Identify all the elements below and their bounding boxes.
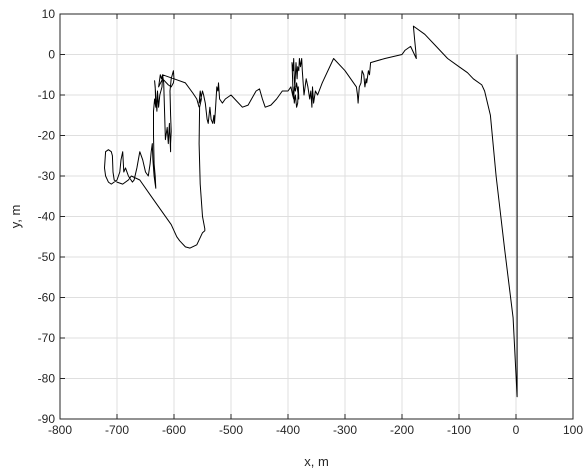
y-tick-labels: -90 -80 -70 -60 -50 -40 -30 -20 -10 0 10 [38,7,56,426]
x-tick-label: -200 [390,423,414,437]
y-tick-label: 0 [48,48,55,62]
x-tick-label: -700 [105,423,129,437]
x-tick-label: -300 [333,423,357,437]
ticks [59,13,574,420]
x-tick-label: -600 [162,423,186,437]
y-tick-label: -80 [38,372,56,386]
y-tick-label: 10 [42,7,56,21]
y-tick-label: -70 [38,331,56,345]
y-tick-label: -50 [38,250,56,264]
series-group [104,25,518,398]
x-tick-label: -800 [48,423,72,437]
x-tick-labels: -800 -700 -600 -500 -400 -300 -200 -100 0 100 [48,423,583,437]
x-tick-label: -400 [276,423,300,437]
y-tick-label: -90 [38,412,56,426]
y-tick-label: -20 [38,129,56,143]
y-tick-label: -60 [38,291,56,305]
x-tick-label: -500 [219,423,243,437]
x-tick-label: 0 [513,423,520,437]
y-tick-label: -30 [38,169,56,183]
x-axis-label: x, m [304,454,329,469]
x-tick-label: -100 [447,423,471,437]
series-line [104,25,518,398]
y-tick-label: -40 [38,210,56,224]
y-axis-label: y, m [8,205,23,229]
x-tick-label: 100 [563,423,583,437]
y-tick-label: -10 [38,88,56,102]
